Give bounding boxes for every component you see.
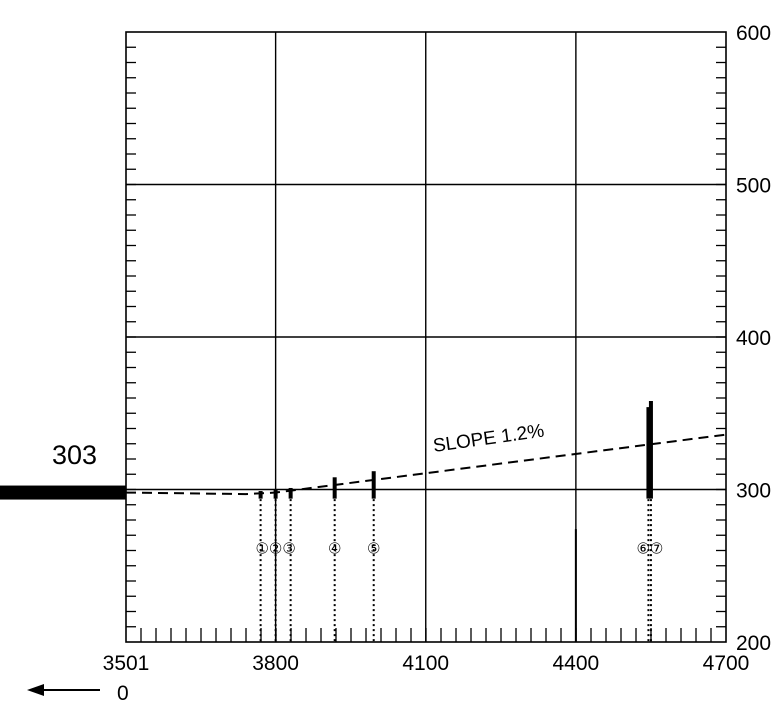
y-tick-label: 600 (736, 22, 771, 45)
y-tick-label: 200 (736, 632, 771, 655)
x-tick-label: 4100 (402, 652, 449, 675)
slope-label: SLOPE 1.2% (432, 421, 546, 457)
marker-group-label: ⑤ (367, 540, 380, 557)
level-bar (0, 485, 126, 500)
x-tick-label: 3800 (252, 652, 299, 675)
marker-group-label: ①②③ (255, 540, 295, 557)
level-label: 303 (52, 440, 97, 470)
x-tick-label: 4400 (553, 652, 600, 675)
y-tick-label: 400 (736, 327, 771, 350)
direction-label: 0 (117, 682, 129, 703)
x-tick-label: 3501 (103, 652, 150, 675)
marker-group-label: ④ (328, 540, 341, 557)
direction-arrow (27, 684, 100, 696)
y-tick-label: 500 (736, 175, 771, 198)
x-tick-label: 4700 (703, 652, 750, 675)
marker-group-label: ⑥⑦ (636, 540, 663, 557)
y-tick-label: 300 (736, 480, 771, 503)
